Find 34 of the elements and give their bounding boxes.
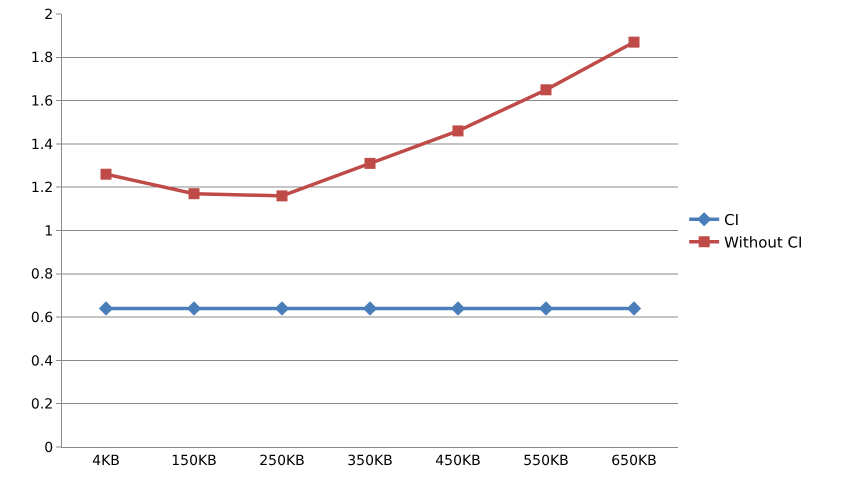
point bbox=[450, 301, 466, 316]
y-tick-label: 1.8 bbox=[30, 50, 54, 66]
y-tick-label: 1.6 bbox=[30, 94, 54, 110]
point bbox=[100, 168, 112, 180]
y-tick-label: 0.6 bbox=[30, 310, 54, 326]
y-tick-label: 0.2 bbox=[30, 396, 54, 413]
x-tick-label: 250KB bbox=[259, 452, 305, 469]
x-tick-label: 4KB bbox=[92, 452, 120, 469]
point bbox=[452, 125, 464, 136]
point bbox=[362, 301, 378, 316]
point bbox=[188, 188, 200, 200]
y-tick-label: 1.4 bbox=[30, 136, 54, 153]
legend-label: Without CI bbox=[724, 234, 802, 252]
y-tick-label: 0 bbox=[44, 440, 54, 456]
y-tick-label: 1.2 bbox=[30, 180, 54, 196]
x-tick-label: 350KB bbox=[347, 452, 393, 469]
x-tick-label: 450KB bbox=[435, 452, 481, 469]
point bbox=[364, 158, 376, 169]
point bbox=[186, 301, 202, 316]
y-tick-label: 1 bbox=[44, 223, 54, 240]
point bbox=[274, 301, 290, 316]
legend-label: CI bbox=[724, 211, 740, 230]
point bbox=[276, 190, 288, 202]
y-tick-label: 2 bbox=[44, 6, 54, 23]
x-tick-label: 650KB bbox=[611, 452, 657, 469]
x-tick-label: 150KB bbox=[171, 452, 217, 469]
point bbox=[540, 84, 552, 96]
x-tick-label: 550KB bbox=[523, 452, 569, 469]
y-tick-label: 0.4 bbox=[30, 353, 54, 370]
y-tick-label: 0.8 bbox=[30, 266, 54, 283]
point bbox=[628, 36, 640, 48]
point bbox=[626, 301, 642, 316]
point bbox=[538, 301, 554, 316]
point bbox=[98, 301, 114, 316]
